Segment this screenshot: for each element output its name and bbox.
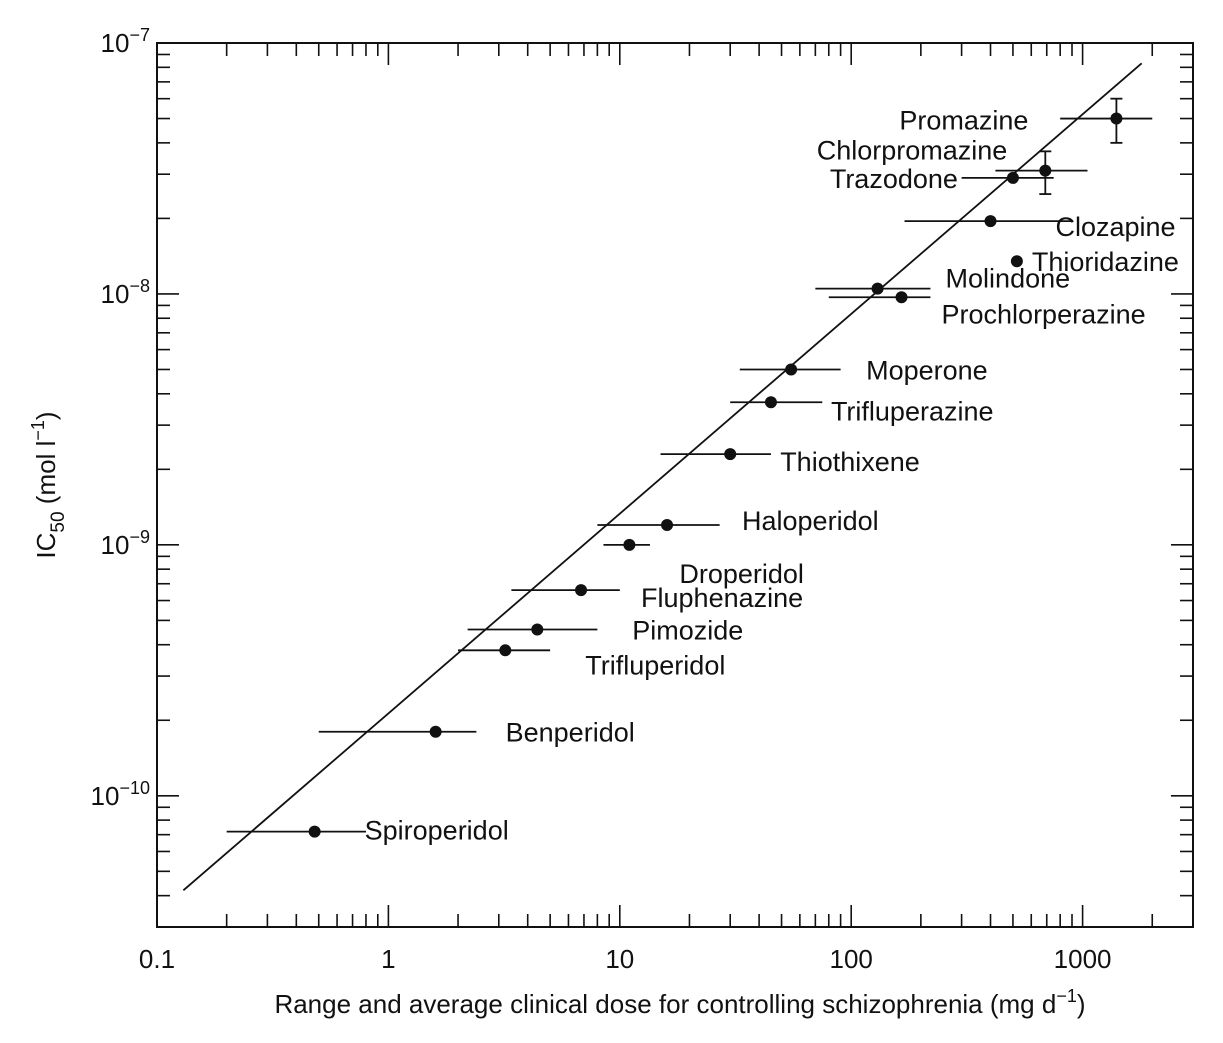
label-pimozide: Pimozide [632,615,743,645]
label-benperidol: Benperidol [506,718,635,748]
point-marker [1006,171,1019,184]
label-thiothixene: Thiothixene [780,447,920,477]
label-promazine: Promazine [899,106,1028,136]
point-marker [1039,164,1052,177]
axis-ticks: 0.1 1 10 100 1000 10−10 10−9 10−8 10−7 [91,25,1194,974]
point-trifluperazine: Trifluperazine [730,396,994,426]
point-spiroperidol: Spiroperidol [226,816,509,846]
point-chlorpromazine: Chlorpromazine [817,136,1088,195]
label-clozapine: Clozapine [1056,212,1176,242]
point-marker [724,448,737,461]
point-marker [871,282,884,295]
x-tick-label: 10 [605,944,634,974]
x-tick-label: 1000 [1054,944,1112,974]
y-tick-label: 10−7 [101,25,150,58]
y-tick-label: 10−8 [101,276,150,309]
point-molindone: Molindone [815,264,1070,295]
point-marker [499,644,512,657]
point-marker [1110,112,1123,125]
point-marker [531,623,544,636]
point-marker [785,363,798,376]
y-tick-label: 10−10 [91,778,150,811]
point-marker [308,825,321,838]
point-thioridazine: Thioridazine [1010,247,1179,277]
point-marker [429,725,442,738]
point-marker [623,538,636,551]
point-benperidol: Benperidol [318,718,635,748]
y-axis-title: IC50 (mol l−1) [28,411,69,558]
label-trazodone: Trazodone [830,164,958,194]
y-tick-label: 10−9 [101,527,150,560]
label-chlorpromazine: Chlorpromazine [817,136,1008,166]
point-promazine: Promazine [899,97,1153,144]
y-axis-title-group: IC50 (mol l−1) [28,411,69,558]
point-fluphenazine: Fluphenazine [511,583,803,613]
point-trazodone: Trazodone [830,164,1054,194]
label-trifluperidol: Trifluperidol [585,650,725,680]
label-droperidol: Droperidol [679,559,804,589]
point-clozapine: Clozapine [904,212,1176,242]
point-droperidol: Droperidol [603,538,804,589]
label-thioridazine: Thioridazine [1032,247,1179,277]
point-marker [984,215,997,228]
label-moperone: Moperone [866,355,988,385]
label-trifluperazine: Trifluperazine [831,396,994,426]
label-molindone: Molindone [946,264,1071,294]
point-marker [661,518,674,531]
point-pimozide: Pimozide [467,615,743,645]
x-tick-label: 0.1 [139,944,175,974]
point-haloperidol: Haloperidol [597,506,879,536]
label-haloperidol: Haloperidol [742,506,879,536]
point-marker [1010,255,1023,268]
plot-frame [156,42,1194,928]
point-moperone: Moperone [739,355,988,385]
point-trifluperidol: Trifluperidol [458,644,725,680]
x-tick-label: 1 [381,944,395,974]
label-fluphenazine: Fluphenazine [641,583,803,613]
point-marker [764,396,777,409]
point-thiothixene: Thiothixene [660,447,920,477]
label-prochlorperazine: Prochlorperazine [942,299,1146,329]
point-prochlorperazine: Prochlorperazine [828,291,1146,329]
data-points: Spiroperidol Benperidol Trifluperidol Pimoz… [226,97,1179,846]
point-marker [575,584,588,597]
point-marker [895,291,908,304]
x-tick-label: 100 [830,944,873,974]
trend-line [182,62,1143,892]
label-spiroperidol: Spiroperidol [365,816,509,846]
x-axis-title: Range and average clinical dose for cont… [274,986,1085,1019]
